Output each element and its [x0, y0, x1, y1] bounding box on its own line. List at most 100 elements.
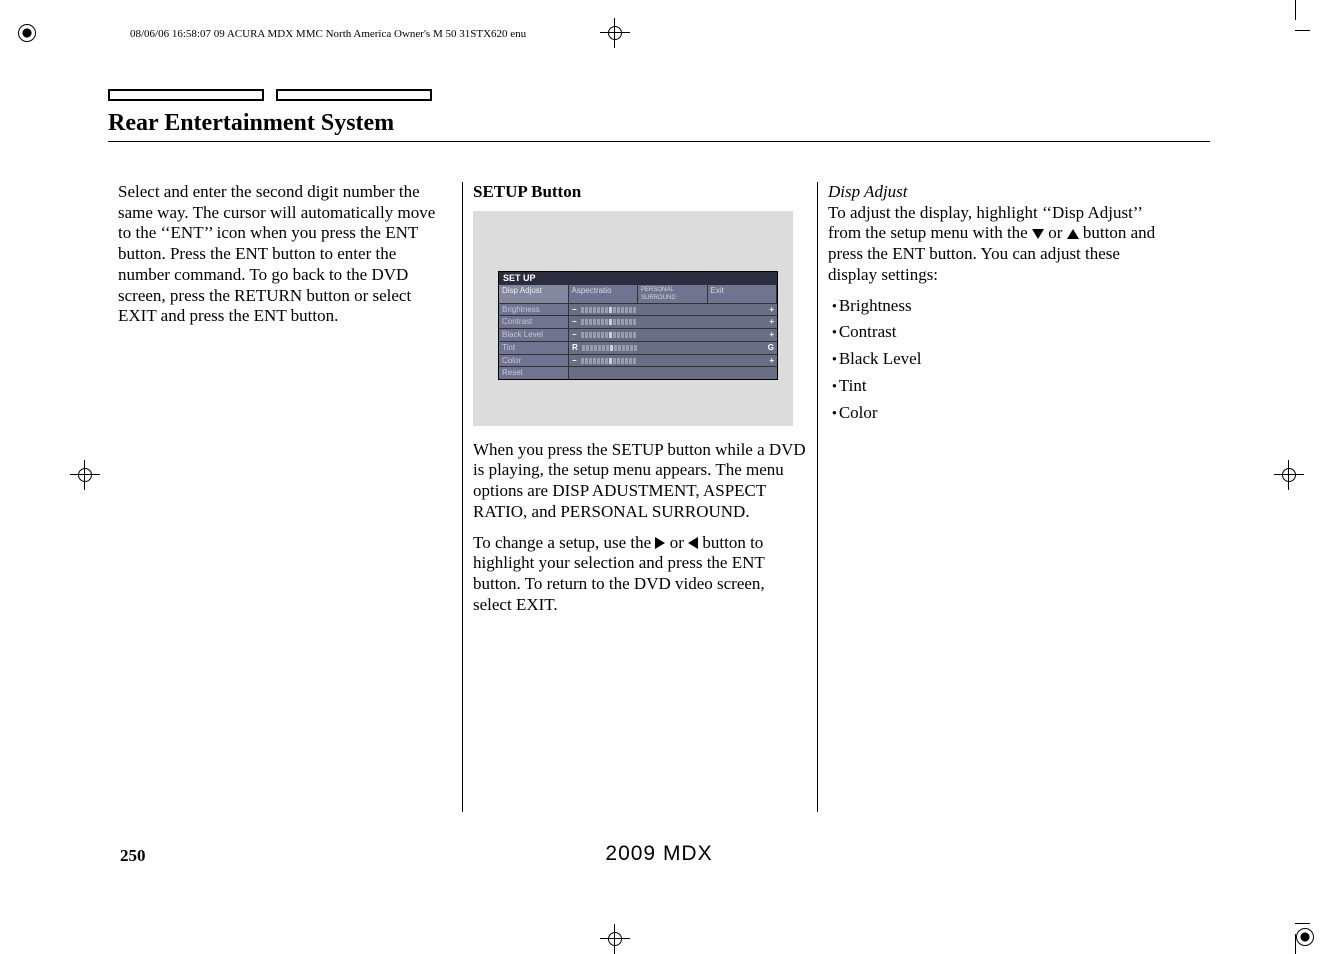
column-3: Disp Adjust To adjust the display, highl… [818, 182, 1173, 812]
tick [609, 358, 612, 364]
list-item: Contrast [832, 322, 1163, 343]
list-item: Tint [832, 376, 1163, 397]
setup-row-bar: −+ [569, 329, 777, 341]
tick [609, 332, 612, 338]
tick [597, 319, 600, 325]
tick [617, 358, 620, 364]
tick [613, 332, 616, 338]
column-1: Select and enter the second digit number… [108, 182, 463, 812]
tick [605, 307, 608, 313]
tick [605, 319, 608, 325]
tick [606, 345, 609, 351]
setup-row-right: G [768, 343, 774, 353]
page-number: 250 [120, 846, 146, 866]
tick [602, 345, 605, 351]
up-arrow-icon [1067, 229, 1079, 239]
tick [633, 319, 636, 325]
right-arrow-icon [655, 537, 665, 549]
setup-row-bar: −+ [569, 355, 777, 367]
tick [597, 332, 600, 338]
setup-tab-aspect: Aspectratio [569, 285, 639, 303]
setup-ticks [579, 319, 768, 325]
tick [589, 358, 592, 364]
title-rule [108, 141, 1210, 142]
tick [625, 307, 628, 313]
tick [581, 332, 584, 338]
setup-row: Reset [499, 366, 777, 379]
crop-mark [1295, 923, 1310, 924]
tick [581, 319, 584, 325]
setup-row: TintRG [499, 341, 777, 354]
tick [601, 358, 604, 364]
setup-row-left: − [572, 305, 577, 315]
setup-row-left: − [572, 330, 577, 340]
col2-p2: To change a setup, use the or button to … [473, 533, 807, 616]
tick [605, 332, 608, 338]
setup-row-left: R [572, 343, 578, 353]
tick [613, 358, 616, 364]
setup-tab-exit: Exit [708, 285, 778, 303]
tick [605, 358, 608, 364]
tick [594, 345, 597, 351]
tick [613, 319, 616, 325]
tick [629, 332, 632, 338]
setup-screenshot: SET UP Disp Adjust Aspectratio PERSONAL … [473, 211, 793, 426]
tick [601, 332, 604, 338]
page-title: Rear Entertainment System [108, 110, 1210, 137]
setup-menu-title: SET UP [499, 272, 777, 285]
setup-menu: SET UP Disp Adjust Aspectratio PERSONAL … [498, 271, 778, 380]
tick [634, 345, 637, 351]
col2-p2a: To change a setup, use the [473, 533, 655, 552]
col1-text: Select and enter the second digit number… [118, 182, 452, 327]
tick [621, 332, 624, 338]
setup-rows: Brightness−+Contrast−+Black Level−+TintR… [499, 303, 777, 380]
footer-model: 2009 MDX [605, 842, 712, 866]
header-rects [108, 88, 1210, 106]
tick [589, 319, 592, 325]
list-item: Black Level [832, 349, 1163, 370]
tick [618, 345, 621, 351]
tick [585, 319, 588, 325]
setup-ticks [579, 332, 768, 338]
tick [609, 307, 612, 313]
tick [621, 307, 624, 313]
setup-button-heading: SETUP Button [473, 182, 807, 203]
setup-row-label: Reset [499, 367, 569, 379]
tick [617, 332, 620, 338]
setup-ticks [579, 307, 768, 313]
tick [621, 358, 624, 364]
tick [610, 345, 613, 351]
setup-row: Brightness− + [499, 303, 777, 316]
tick [598, 345, 601, 351]
crop-mark [1295, 0, 1296, 20]
tick [633, 332, 636, 338]
tick [633, 307, 636, 313]
tick [593, 319, 596, 325]
list-item: Brightness [832, 296, 1163, 317]
registration-mark-tl [18, 24, 36, 42]
tick [629, 307, 632, 313]
header-meta: 08/06/06 16:58:07 09 ACURA MDX MMC North… [130, 28, 526, 40]
setup-row-left: − [572, 356, 577, 366]
tick [617, 319, 620, 325]
tick [617, 307, 620, 313]
setup-row-label: Contrast [499, 316, 569, 328]
tick [589, 307, 592, 313]
cross-mark-top [600, 18, 630, 48]
tick [621, 319, 624, 325]
setup-row-bar [569, 367, 777, 379]
setup-row-label: Brightness [499, 304, 569, 316]
crop-mark [1295, 934, 1296, 954]
tick [633, 358, 636, 364]
setup-row-right: + [769, 305, 774, 315]
cross-mark-left [70, 460, 100, 490]
tick [589, 332, 592, 338]
setup-row: Contrast−+ [499, 315, 777, 328]
column-2: SETUP Button SET UP Disp Adjust Aspectra… [463, 182, 818, 812]
tick [629, 358, 632, 364]
tick [601, 319, 604, 325]
setup-row-right: + [769, 317, 774, 327]
setup-tab-disp: Disp Adjust [499, 285, 569, 303]
tick [593, 307, 596, 313]
setup-ticks [579, 358, 768, 364]
